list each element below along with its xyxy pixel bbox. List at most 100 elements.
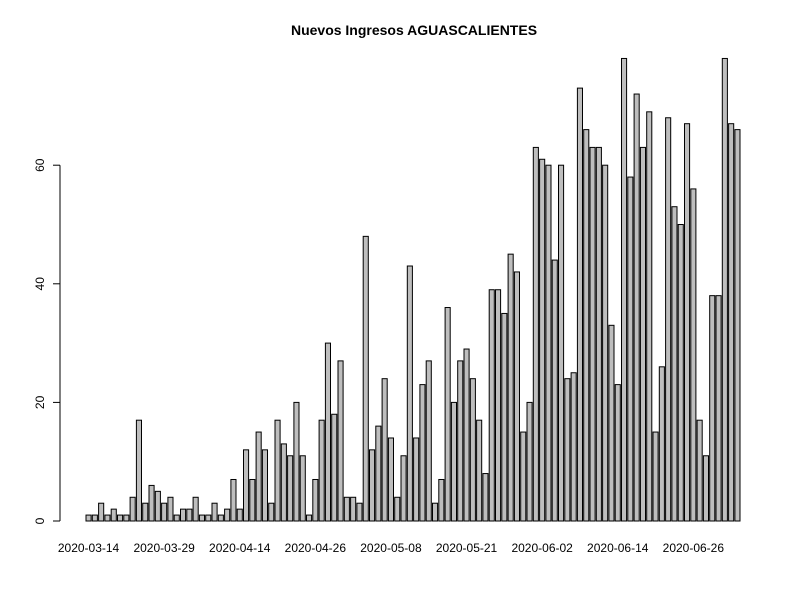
bar xyxy=(180,508,187,522)
x-tick-label: 2020-05-08 xyxy=(360,541,422,555)
bar xyxy=(362,235,369,522)
bar xyxy=(595,146,602,522)
bar xyxy=(576,87,584,522)
bar xyxy=(85,514,92,522)
x-tick-label: 2020-04-26 xyxy=(285,541,347,555)
bar xyxy=(268,502,275,522)
bar xyxy=(400,455,407,522)
bar xyxy=(299,455,306,522)
bar xyxy=(583,129,590,522)
bar xyxy=(621,57,628,522)
bar xyxy=(702,455,710,522)
y-tick-label: 0 xyxy=(33,517,47,524)
bar xyxy=(293,401,300,522)
x-tick-label: 2020-03-29 xyxy=(133,541,195,555)
bar xyxy=(369,449,376,522)
bar xyxy=(677,224,684,522)
bar xyxy=(318,419,325,522)
bar xyxy=(684,123,691,522)
bar xyxy=(671,206,678,522)
bar xyxy=(476,419,483,522)
bar xyxy=(728,123,735,522)
x-tick-label: 2020-03-14 xyxy=(58,541,120,555)
x-tick-label: 2020-04-14 xyxy=(209,541,271,555)
bar xyxy=(394,496,401,522)
bar xyxy=(356,502,363,522)
bar xyxy=(205,514,212,522)
bar xyxy=(419,384,426,522)
bar xyxy=(539,158,546,522)
bar xyxy=(709,295,716,522)
bar xyxy=(450,401,457,522)
bar xyxy=(167,496,174,522)
bars-group xyxy=(85,57,741,522)
bar xyxy=(495,289,502,522)
bar xyxy=(224,508,231,522)
bar xyxy=(135,419,142,522)
y-axis: 0 20 40 60 xyxy=(33,158,61,524)
bar xyxy=(406,265,413,522)
bar xyxy=(526,401,533,522)
bar xyxy=(608,324,615,522)
bar xyxy=(154,490,161,522)
bar xyxy=(129,496,136,522)
bar xyxy=(173,514,180,522)
bar xyxy=(343,496,350,522)
bar xyxy=(306,514,313,522)
bar xyxy=(287,455,294,522)
bar xyxy=(602,164,609,522)
bar xyxy=(658,366,665,522)
bar xyxy=(161,502,168,522)
bar xyxy=(469,378,476,522)
y-tick-label: 40 xyxy=(33,277,47,291)
bar xyxy=(696,419,703,522)
bar xyxy=(646,111,653,522)
bar xyxy=(501,312,508,522)
bar xyxy=(324,342,331,522)
bar xyxy=(312,478,319,522)
bar xyxy=(230,478,237,522)
bar xyxy=(532,146,539,522)
bar xyxy=(148,484,155,522)
bar xyxy=(438,478,445,522)
bar xyxy=(280,443,287,522)
bar xyxy=(633,93,640,522)
bar xyxy=(721,57,728,522)
bar xyxy=(520,431,527,522)
bar xyxy=(734,129,741,522)
bar xyxy=(545,164,552,522)
bar xyxy=(551,259,558,522)
y-tick-label: 20 xyxy=(33,395,47,409)
bar xyxy=(117,514,124,522)
bar xyxy=(375,425,382,522)
bar xyxy=(432,502,439,522)
bar xyxy=(652,431,659,522)
chart-title: Nuevos Ingresos AGUASCALIENTES xyxy=(291,22,537,38)
bar xyxy=(198,514,205,522)
bar xyxy=(627,176,634,522)
x-tick-label: 2020-06-26 xyxy=(663,541,725,555)
bar xyxy=(513,271,521,522)
bar xyxy=(570,372,577,522)
bar xyxy=(507,253,514,522)
bar xyxy=(488,289,495,522)
x-tick-label: 2020-06-14 xyxy=(587,541,649,555)
bar xyxy=(274,419,281,522)
bar xyxy=(91,514,98,522)
bar xyxy=(337,360,344,522)
bar xyxy=(331,413,338,522)
bar xyxy=(425,360,432,522)
x-axis: 2020-03-14 2020-03-29 2020-04-14 2020-04-26… xyxy=(58,541,725,555)
bar xyxy=(236,508,243,522)
bar xyxy=(186,508,193,522)
bar xyxy=(211,502,218,522)
bar xyxy=(255,431,262,522)
bar xyxy=(690,188,697,522)
bar xyxy=(463,348,470,522)
x-tick-label: 2020-05-21 xyxy=(436,541,498,555)
bar xyxy=(104,514,111,522)
bar xyxy=(123,514,130,522)
y-tick-label: 60 xyxy=(33,158,47,172)
bar xyxy=(413,437,420,522)
